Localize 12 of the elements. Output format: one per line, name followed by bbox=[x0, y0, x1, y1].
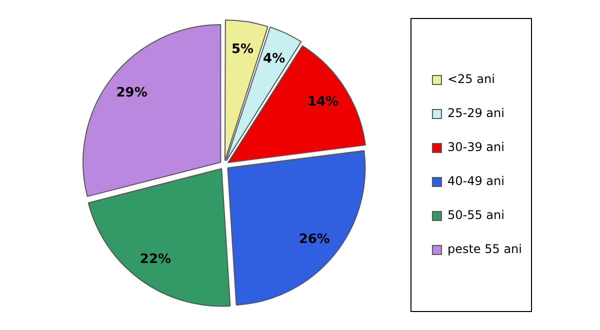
legend-label: 30-39 ani bbox=[447, 140, 504, 154]
data-label: 5% bbox=[232, 42, 254, 57]
legend-label: peste 55 ani bbox=[447, 242, 522, 256]
data-label: 29% bbox=[116, 86, 148, 101]
legend-label: <25 ani bbox=[447, 72, 495, 86]
data-label: 4% bbox=[263, 52, 286, 67]
data-label: 14% bbox=[307, 94, 339, 110]
legend-label: 40-49 ani bbox=[447, 174, 504, 188]
data-label: 22% bbox=[140, 252, 172, 268]
legend-label: 25-29 ani bbox=[447, 106, 504, 120]
legend-label: 50-55 ani bbox=[447, 208, 504, 222]
data-label: 26% bbox=[298, 232, 330, 247]
